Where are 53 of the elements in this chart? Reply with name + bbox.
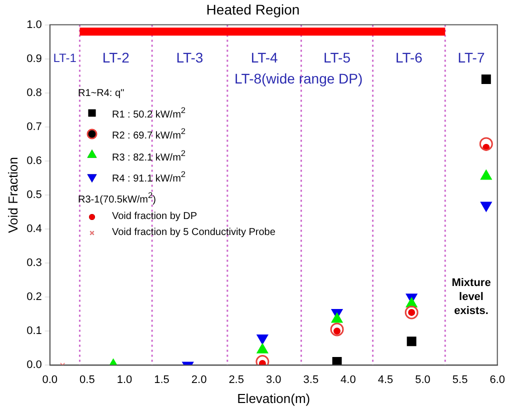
x-tick-label: 0.5 — [80, 374, 95, 386]
annotation: LT-4 — [250, 50, 278, 66]
legend-label: R3 : 82.1 kW/m$^{2}$ — [112, 146, 186, 164]
y-axis-title: Void Fraction — [5, 157, 20, 233]
point — [481, 74, 491, 84]
point — [404, 306, 418, 320]
legend-title: R1~R4: q'' — [78, 88, 126, 100]
x-tick-label: 5.0 — [415, 374, 430, 386]
x-tick-label: 1.5 — [154, 374, 170, 386]
y-tick-label: 0.1 — [26, 325, 42, 338]
x-tick-label: 4.5 — [378, 374, 394, 386]
annotation: LT-3 — [176, 50, 204, 66]
x-tick-label: 3.0 — [266, 374, 282, 386]
legend-label: R1 : 50.2 kW/m$^{2}$ — [112, 104, 186, 122]
annotation: LT-7 — [458, 50, 485, 66]
chart-title: Heated Region — [206, 1, 300, 18]
x-tick-label: 1.0 — [116, 374, 132, 386]
annotation: LT-5 — [324, 50, 351, 66]
y-tick-label: 1.0 — [26, 18, 42, 31]
legend-label: R4 : 91.1 kW/m$^{2}$ — [112, 168, 186, 186]
y-tick-label: 0.5 — [26, 189, 42, 202]
point — [256, 343, 268, 354]
y-tick-label: 0.2 — [26, 291, 42, 304]
y-tick-label: 0.8 — [26, 86, 42, 99]
annotation: LT-2 — [102, 50, 130, 66]
x-tick-label: 2.5 — [228, 374, 244, 386]
y-tick-label: 0.3 — [26, 257, 42, 270]
point — [332, 357, 342, 366]
x-tick-label: 5.5 — [452, 374, 468, 386]
x-tick-label: 4.0 — [340, 374, 356, 386]
y-tick-label: 0.6 — [26, 154, 42, 167]
point — [331, 312, 343, 323]
point — [406, 336, 416, 346]
annotation: LT-6 — [395, 50, 423, 66]
annotation: R3-1(70.5kW/m$^{2}$) — [78, 189, 157, 207]
annotation: LT-8(wide range DP) — [234, 70, 363, 87]
legend-label: Void fraction by 5 Conductivity Probe — [112, 226, 276, 239]
legend-label: R2 : 69.7 kW/m$^{2}$ — [112, 125, 186, 143]
point — [330, 322, 344, 336]
y-tick-label: 0.0 — [26, 359, 42, 372]
point — [479, 137, 493, 151]
y-tick-label: 0.7 — [26, 120, 42, 133]
x-tick-label: 2.0 — [191, 374, 207, 386]
x-axis-title: Elevation(m) — [237, 390, 310, 406]
legend-label: Void fraction by DP — [112, 210, 198, 223]
y-tick-label: 0.9 — [26, 52, 42, 65]
point — [480, 170, 492, 180]
annotation: LT-1 — [53, 51, 77, 66]
y-tick-label: 0.4 — [26, 223, 42, 236]
x-tick-label: 6.0 — [490, 374, 506, 386]
annotation: Mixture level exists. — [452, 277, 491, 318]
x-tick-label: 3.5 — [303, 374, 319, 386]
x-tick-label: 0.0 — [42, 374, 58, 386]
